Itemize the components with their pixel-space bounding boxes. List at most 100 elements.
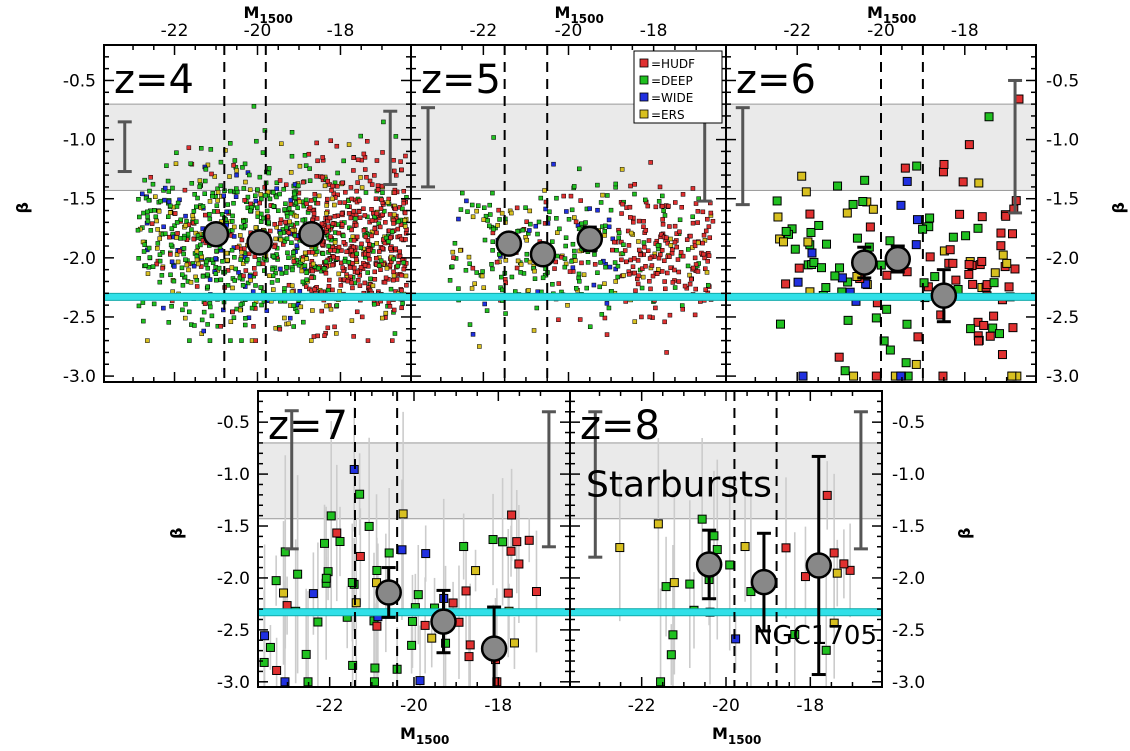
data-point xyxy=(378,258,384,263)
data-point xyxy=(224,209,229,215)
data-point xyxy=(247,172,252,178)
redshift-label: z=5 xyxy=(421,57,501,103)
data-point xyxy=(514,559,524,569)
data-point xyxy=(668,243,674,248)
data-point xyxy=(626,272,632,277)
data-point xyxy=(619,167,625,172)
legend-label: =WIDE xyxy=(651,91,693,105)
data-point xyxy=(572,253,577,259)
data-point xyxy=(241,273,246,279)
data-point xyxy=(155,227,160,232)
data-point xyxy=(194,278,200,283)
data-point xyxy=(278,231,283,236)
data-point xyxy=(996,228,1006,238)
data-point xyxy=(273,236,278,242)
data-point xyxy=(572,248,577,254)
data-point xyxy=(479,273,485,279)
x-axis-label: M1500 xyxy=(400,724,449,747)
data-point xyxy=(271,203,276,209)
plot-area xyxy=(570,391,882,687)
data-point xyxy=(280,677,290,687)
data-point xyxy=(968,279,978,289)
data-point xyxy=(632,191,637,197)
data-point xyxy=(266,166,272,171)
data-point xyxy=(527,208,533,214)
y-tick-label: -3.0 xyxy=(63,367,96,387)
data-point xyxy=(277,191,282,197)
data-point xyxy=(140,300,146,305)
data-point xyxy=(964,140,974,150)
data-point xyxy=(573,258,578,263)
y-tick-label: -2.5 xyxy=(217,621,250,641)
data-point xyxy=(332,324,337,330)
data-point xyxy=(310,268,315,274)
data-point xyxy=(272,221,277,227)
data-point xyxy=(554,216,559,221)
data-point xyxy=(301,203,307,209)
data-point xyxy=(288,210,294,216)
data-point xyxy=(363,190,369,195)
data-point xyxy=(659,247,665,253)
data-point xyxy=(556,281,562,286)
data-point xyxy=(153,194,158,200)
data-point xyxy=(985,331,995,341)
data-point xyxy=(298,304,304,310)
data-point xyxy=(386,239,391,244)
data-point xyxy=(397,545,407,555)
y-tick-label: -1.0 xyxy=(892,465,925,485)
data-point xyxy=(543,206,548,212)
data-point xyxy=(624,259,629,265)
data-point xyxy=(327,215,333,221)
data-point xyxy=(925,252,935,262)
data-point xyxy=(384,265,390,271)
data-point xyxy=(349,318,355,323)
data-point xyxy=(514,205,520,211)
data-point xyxy=(362,280,368,286)
data-point xyxy=(361,206,366,211)
data-point xyxy=(373,196,379,201)
data-point xyxy=(202,191,207,196)
data-point xyxy=(382,208,387,214)
data-point xyxy=(348,215,354,221)
data-point xyxy=(279,141,284,146)
data-point xyxy=(564,209,569,214)
data-point xyxy=(300,279,306,285)
y-tick-label: -3.0 xyxy=(1046,367,1079,387)
data-point xyxy=(182,187,188,193)
x-axis-label: M1500 xyxy=(244,3,293,26)
data-point xyxy=(684,237,690,242)
data-point xyxy=(214,248,219,254)
data-point xyxy=(171,278,177,284)
data-point xyxy=(328,306,334,312)
data-point xyxy=(524,251,530,257)
data-point xyxy=(340,180,345,186)
ngc1705-line xyxy=(104,292,411,301)
data-point xyxy=(397,249,402,254)
mean-point xyxy=(930,282,958,309)
data-point xyxy=(242,322,248,328)
data-point xyxy=(801,187,811,197)
data-point xyxy=(669,578,679,588)
data-point xyxy=(283,182,289,188)
data-point xyxy=(710,218,716,224)
x-axis-label: M1500 xyxy=(555,3,604,26)
data-point xyxy=(532,276,538,281)
data-point xyxy=(705,259,710,264)
data-point xyxy=(347,578,357,588)
data-point xyxy=(278,217,284,222)
data-point xyxy=(375,187,381,192)
data-point xyxy=(470,265,476,271)
data-point xyxy=(363,234,369,240)
data-point xyxy=(258,192,264,197)
data-point xyxy=(692,255,698,261)
data-point xyxy=(667,254,672,259)
data-point xyxy=(693,262,699,267)
data-point xyxy=(964,269,974,279)
data-point xyxy=(378,267,383,272)
y-tick-label: -1.0 xyxy=(217,465,250,485)
data-point xyxy=(273,270,278,276)
data-point xyxy=(474,208,479,214)
data-point xyxy=(152,208,157,213)
data-point xyxy=(271,254,276,259)
data-point xyxy=(628,183,633,189)
